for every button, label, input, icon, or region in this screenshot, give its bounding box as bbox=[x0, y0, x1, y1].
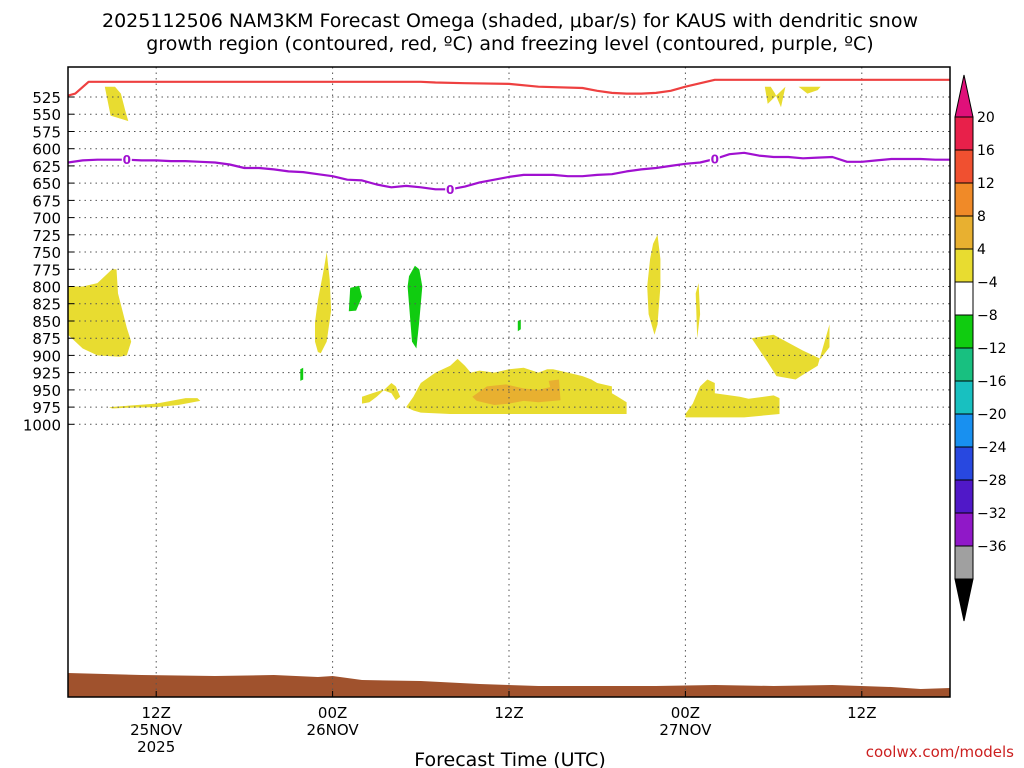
y-tick-label: 525 bbox=[32, 89, 61, 107]
omega-area-upward-4to8 bbox=[406, 358, 627, 414]
colorbar-label: −24 bbox=[977, 440, 1007, 456]
contour-label-bg bbox=[121, 152, 132, 166]
chart-title-line1: 2025112506 NAM3KM Forecast Omega (shaded… bbox=[102, 10, 918, 32]
y-tick-label: 850 bbox=[32, 313, 61, 331]
omega-area-upward-4to8 bbox=[647, 234, 661, 335]
y-tick-label: 725 bbox=[32, 227, 61, 245]
colorbar-swatch bbox=[954, 215, 974, 250]
y-tick-label: 875 bbox=[32, 330, 61, 348]
omega-area-upward-4to8 bbox=[362, 383, 401, 404]
colorbar-swatch bbox=[954, 512, 974, 547]
freezing-level-label: 0 bbox=[446, 183, 454, 197]
x-tick-label: 00Z bbox=[318, 704, 347, 722]
y-tick-label: 825 bbox=[32, 296, 61, 314]
x-axis-label: Forecast Time (UTC) bbox=[414, 749, 605, 768]
omega-area-upward-4to8 bbox=[109, 398, 201, 409]
contour-label-bg bbox=[445, 182, 456, 196]
freezing-level-label: 0 bbox=[123, 153, 131, 167]
contour-layer: 0 0 0 bbox=[68, 78, 950, 197]
y-tick-label: 950 bbox=[32, 382, 61, 400]
colorbar-swatch bbox=[954, 281, 974, 316]
colorbar: 20 16 12 8 4 −4 −8 −12 −16 −20 −24 −28 −32 −36 bbox=[954, 74, 1007, 622]
colorbar-label: −12 bbox=[977, 341, 1007, 357]
omega-area-upward-4to8 bbox=[695, 283, 701, 339]
colorbar-swatch bbox=[954, 248, 974, 283]
colorbar-label: −36 bbox=[977, 539, 1007, 555]
colorbar-swatch bbox=[954, 545, 974, 580]
y-tick-label: 575 bbox=[32, 124, 61, 142]
x-tick-label: 00Z bbox=[671, 704, 700, 722]
y-tick-label: 900 bbox=[32, 347, 61, 365]
omega-area-downward-4to8 bbox=[407, 265, 423, 349]
omega-area-downward-4to8 bbox=[348, 285, 362, 312]
ground-layer bbox=[68, 673, 950, 697]
x-tick-label: 26NOV bbox=[307, 721, 360, 739]
y-axis: 5255505756006256506757007257507758008258… bbox=[23, 89, 74, 434]
omega-area-upward-4to8 bbox=[764, 86, 786, 108]
colorbar-label: −28 bbox=[977, 473, 1007, 489]
y-tick-label: 1000 bbox=[23, 416, 61, 434]
colorbar-label: 16 bbox=[977, 143, 995, 159]
colorbar-bottom-arrow bbox=[954, 578, 974, 622]
colorbar-swatch bbox=[954, 116, 974, 151]
x-tick-label: 25NOV bbox=[130, 721, 183, 739]
colorbar-swatch bbox=[954, 347, 974, 382]
chart-title-line2: growth region (contoured, red, ºC) and f… bbox=[146, 33, 873, 55]
colorbar-label: 4 bbox=[977, 242, 986, 258]
y-tick-label: 550 bbox=[32, 106, 61, 124]
dgz-contour-line bbox=[68, 78, 950, 97]
ground-surface bbox=[68, 673, 950, 697]
y-tick-label: 600 bbox=[32, 141, 61, 159]
grid-layer bbox=[68, 67, 950, 697]
colorbar-label: −20 bbox=[977, 407, 1007, 423]
x-tick-label: 2025 bbox=[137, 738, 175, 756]
omega-shading-layer bbox=[68, 86, 830, 418]
omega-area-upward-4to8 bbox=[685, 379, 780, 418]
y-tick-label: 700 bbox=[32, 210, 61, 228]
omega-area-downward-4to8 bbox=[300, 367, 304, 381]
omega-area-upward-8to12 bbox=[472, 379, 561, 405]
x-tick-label: 12Z bbox=[847, 704, 876, 722]
omega-area-upward-4to8 bbox=[798, 86, 821, 94]
y-tick-label: 750 bbox=[32, 244, 61, 262]
x-tick-label: 27NOV bbox=[659, 721, 712, 739]
freezing-level-contour-line bbox=[68, 151, 950, 191]
colorbar-swatch bbox=[954, 182, 974, 217]
colorbar-swatch bbox=[954, 479, 974, 514]
x-tick-label: 12Z bbox=[494, 704, 523, 722]
y-tick-label: 800 bbox=[32, 279, 61, 297]
colorbar-label: −4 bbox=[977, 275, 998, 291]
colorbar-swatch bbox=[954, 314, 974, 349]
colorbar-label: −16 bbox=[977, 374, 1007, 390]
colorbar-swatch bbox=[954, 413, 974, 448]
omega-area-upward-4to8 bbox=[68, 269, 132, 357]
watermark: coolwx.com/models bbox=[866, 743, 1014, 761]
colorbar-label: −32 bbox=[977, 506, 1007, 522]
colorbar-swatch bbox=[954, 380, 974, 415]
plot-area: 0 0 0 bbox=[68, 67, 950, 697]
y-tick-label: 650 bbox=[32, 175, 61, 193]
y-tick-label: 775 bbox=[32, 261, 61, 279]
y-tick-label: 675 bbox=[32, 192, 61, 210]
contour-label-bg bbox=[709, 152, 720, 165]
omega-area-upward-4to8 bbox=[751, 324, 830, 380]
colorbar-label: 8 bbox=[977, 209, 986, 225]
omega-area-upward-4to8 bbox=[315, 252, 332, 354]
y-tick-label: 975 bbox=[32, 399, 61, 417]
omega-area-upward-4to8 bbox=[104, 86, 129, 122]
colorbar-swatch bbox=[954, 446, 974, 481]
x-tick-label: 12Z bbox=[142, 704, 171, 722]
colorbar-label: −8 bbox=[977, 308, 998, 324]
colorbar-swatch bbox=[954, 149, 974, 184]
freezing-level-label: 0 bbox=[711, 153, 719, 167]
colorbar-top-arrow bbox=[954, 74, 974, 118]
y-tick-label: 625 bbox=[32, 158, 61, 176]
colorbar-label: 12 bbox=[977, 176, 995, 192]
colorbar-label: 20 bbox=[977, 110, 995, 126]
y-tick-label: 925 bbox=[32, 365, 61, 383]
omega-area-downward-4to8 bbox=[517, 319, 521, 332]
